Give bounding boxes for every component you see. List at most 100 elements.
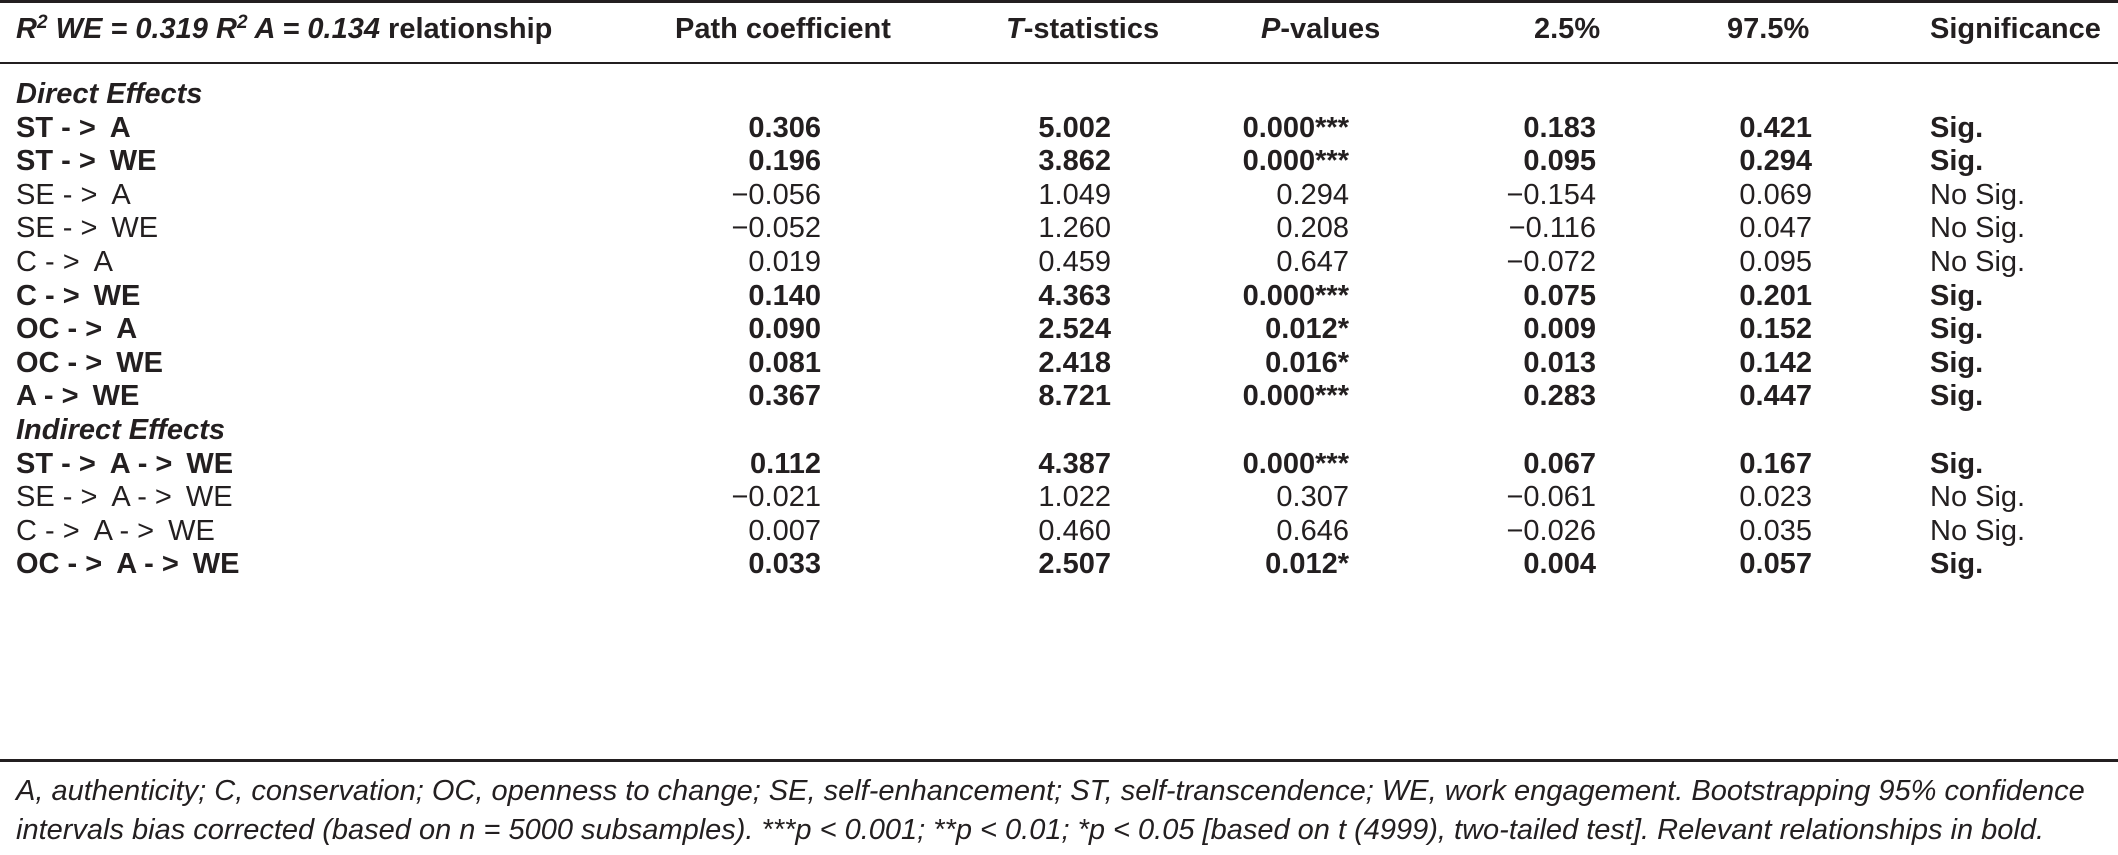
ci-high-cell: 0.447 — [1739, 380, 1812, 413]
t-statistic-cell: 2.418 — [1038, 346, 1111, 379]
t-statistic-cell: 5.002 — [1038, 111, 1111, 144]
significance-cell: No Sig. — [1930, 514, 2026, 547]
significance-cell: No Sig. — [1930, 212, 2026, 245]
section-title: Direct Effects — [16, 78, 203, 110]
relationship-cell: OC - > A - > WE — [16, 548, 240, 581]
header-p-values: P-values — [1261, 13, 1381, 45]
relationship-cell: ST - > A - > WE — [16, 447, 234, 480]
path-coefficient-cell: 0.367 — [748, 380, 821, 413]
relationship-cell: C - > A - > WE — [16, 514, 215, 547]
ci-high-cell: 0.421 — [1739, 111, 1812, 144]
t-statistic-cell: 2.524 — [1038, 313, 1111, 346]
path-coefficient-cell: −0.052 — [731, 212, 821, 245]
p-value-cell: 0.000*** — [1242, 447, 1349, 480]
significance-cell: No Sig. — [1930, 246, 2026, 278]
ci-high-cell: 0.142 — [1739, 346, 1812, 379]
path-coefficient-cell: 0.112 — [750, 447, 821, 480]
path-coefficient-cell: 0.140 — [748, 279, 821, 312]
p-value-cell: 0.000*** — [1242, 380, 1349, 413]
path-coefficient-cell: 0.090 — [748, 313, 821, 346]
ci-low-cell: −0.154 — [1506, 178, 1596, 211]
significance-cell: Sig. — [1930, 145, 1984, 178]
significance-cell: Sig. — [1930, 380, 1984, 413]
t-statistic-cell: 8.721 — [1038, 380, 1111, 413]
ci-low-cell: 0.183 — [1523, 111, 1596, 144]
table-footnote: A, authenticity; C, conservation; OC, op… — [16, 775, 2085, 846]
t-statistic-cell: 1.022 — [1038, 481, 1111, 514]
p-value-cell: 0.647 — [1276, 246, 1349, 278]
p-value-cell: 0.012* — [1265, 548, 1349, 581]
ci-low-cell: −0.116 — [1508, 212, 1596, 245]
ci-high-cell: 0.152 — [1739, 313, 1812, 346]
ci-low-cell: 0.009 — [1523, 313, 1596, 346]
bottom-rule — [0, 759, 2118, 762]
header-ci-high: 97.5% — [1727, 13, 1810, 45]
relationship-cell: SE - > WE — [16, 212, 159, 245]
path-coefficient-cell: 0.306 — [748, 111, 821, 144]
ci-low-cell: −0.072 — [1506, 246, 1596, 278]
t-statistic-cell: 1.260 — [1038, 212, 1111, 245]
ci-high-cell: 0.095 — [1739, 246, 1812, 278]
t-statistic-cell: 1.049 — [1038, 178, 1111, 211]
relationship-cell: SE - > A - > WE — [16, 481, 233, 514]
t-statistic-cell: 2.507 — [1038, 548, 1111, 581]
significance-cell: No Sig. — [1930, 178, 2026, 211]
ci-high-cell: 0.167 — [1739, 447, 1812, 480]
ci-low-cell: −0.061 — [1506, 481, 1596, 514]
t-statistic-cell: 4.387 — [1038, 447, 1111, 480]
t-statistic-cell: 3.862 — [1038, 145, 1111, 178]
ci-low-cell: −0.026 — [1506, 514, 1596, 547]
p-value-cell: 0.000*** — [1242, 145, 1349, 178]
path-coefficient-cell: −0.021 — [731, 481, 821, 514]
ci-low-cell: 0.004 — [1523, 548, 1596, 581]
relationship-cell: OC - > WE — [16, 346, 163, 379]
relationship-cell: ST - > WE — [16, 145, 157, 178]
significance-cell: Sig. — [1930, 447, 1984, 480]
p-value-cell: 0.307 — [1276, 481, 1349, 514]
relationship-cell: C - > WE — [16, 279, 141, 312]
ci-high-cell: 0.069 — [1739, 178, 1812, 211]
path-coefficient-cell: 0.033 — [748, 548, 821, 581]
header-t-statistics: T-statistics — [1006, 13, 1160, 45]
significance-cell: Sig. — [1930, 548, 1984, 581]
ci-high-cell: 0.057 — [1739, 548, 1812, 581]
path-coefficient-cell: 0.007 — [748, 514, 821, 547]
significance-cell: Sig. — [1930, 346, 1984, 379]
significance-cell: No Sig. — [1930, 481, 2026, 514]
relationship-cell: OC - > A — [16, 313, 138, 346]
relationship-cell: C - > A — [16, 246, 113, 278]
header-path-coefficient: Path coefficient — [675, 13, 891, 45]
p-value-cell: 0.646 — [1276, 514, 1349, 547]
path-coefficient-cell: 0.081 — [748, 346, 821, 379]
significance-cell: Sig. — [1930, 313, 1984, 346]
ci-low-cell: 0.283 — [1523, 380, 1596, 413]
significance-cell: Sig. — [1930, 111, 1984, 144]
relationship-cell: ST - > A — [16, 111, 131, 144]
t-statistic-cell: 0.459 — [1038, 246, 1111, 278]
significance-cell: Sig. — [1930, 279, 1984, 312]
t-statistic-cell: 0.460 — [1038, 514, 1111, 547]
p-value-cell: 0.208 — [1276, 212, 1349, 245]
relationship-cell: SE - > A — [16, 178, 131, 211]
header-ci-low: 2.5% — [1534, 13, 1601, 45]
relationship-cell: A - > WE — [16, 380, 140, 413]
section-title: Indirect Effects — [16, 414, 225, 446]
ci-low-cell: 0.067 — [1523, 447, 1596, 480]
t-statistic-cell: 4.363 — [1038, 279, 1111, 312]
path-coefficient-cell: 0.019 — [748, 246, 821, 278]
header-significance: Significance — [1930, 13, 2101, 45]
p-value-cell: 0.000*** — [1242, 279, 1349, 312]
header-relationship: R2 WE = 0.319 R2 A = 0.134 relationship — [16, 12, 553, 45]
ci-high-cell: 0.201 — [1739, 279, 1812, 312]
ci-high-cell: 0.047 — [1739, 212, 1812, 245]
header-rule — [0, 62, 2118, 64]
ci-low-cell: 0.013 — [1523, 346, 1596, 379]
ci-high-cell: 0.035 — [1739, 514, 1812, 547]
ci-high-cell: 0.294 — [1739, 145, 1812, 178]
ci-low-cell: 0.095 — [1523, 145, 1596, 178]
p-value-cell: 0.294 — [1276, 178, 1349, 211]
p-value-cell: 0.016* — [1265, 346, 1349, 379]
path-coefficient-cell: 0.196 — [748, 145, 821, 178]
top-rule — [0, 0, 2118, 3]
